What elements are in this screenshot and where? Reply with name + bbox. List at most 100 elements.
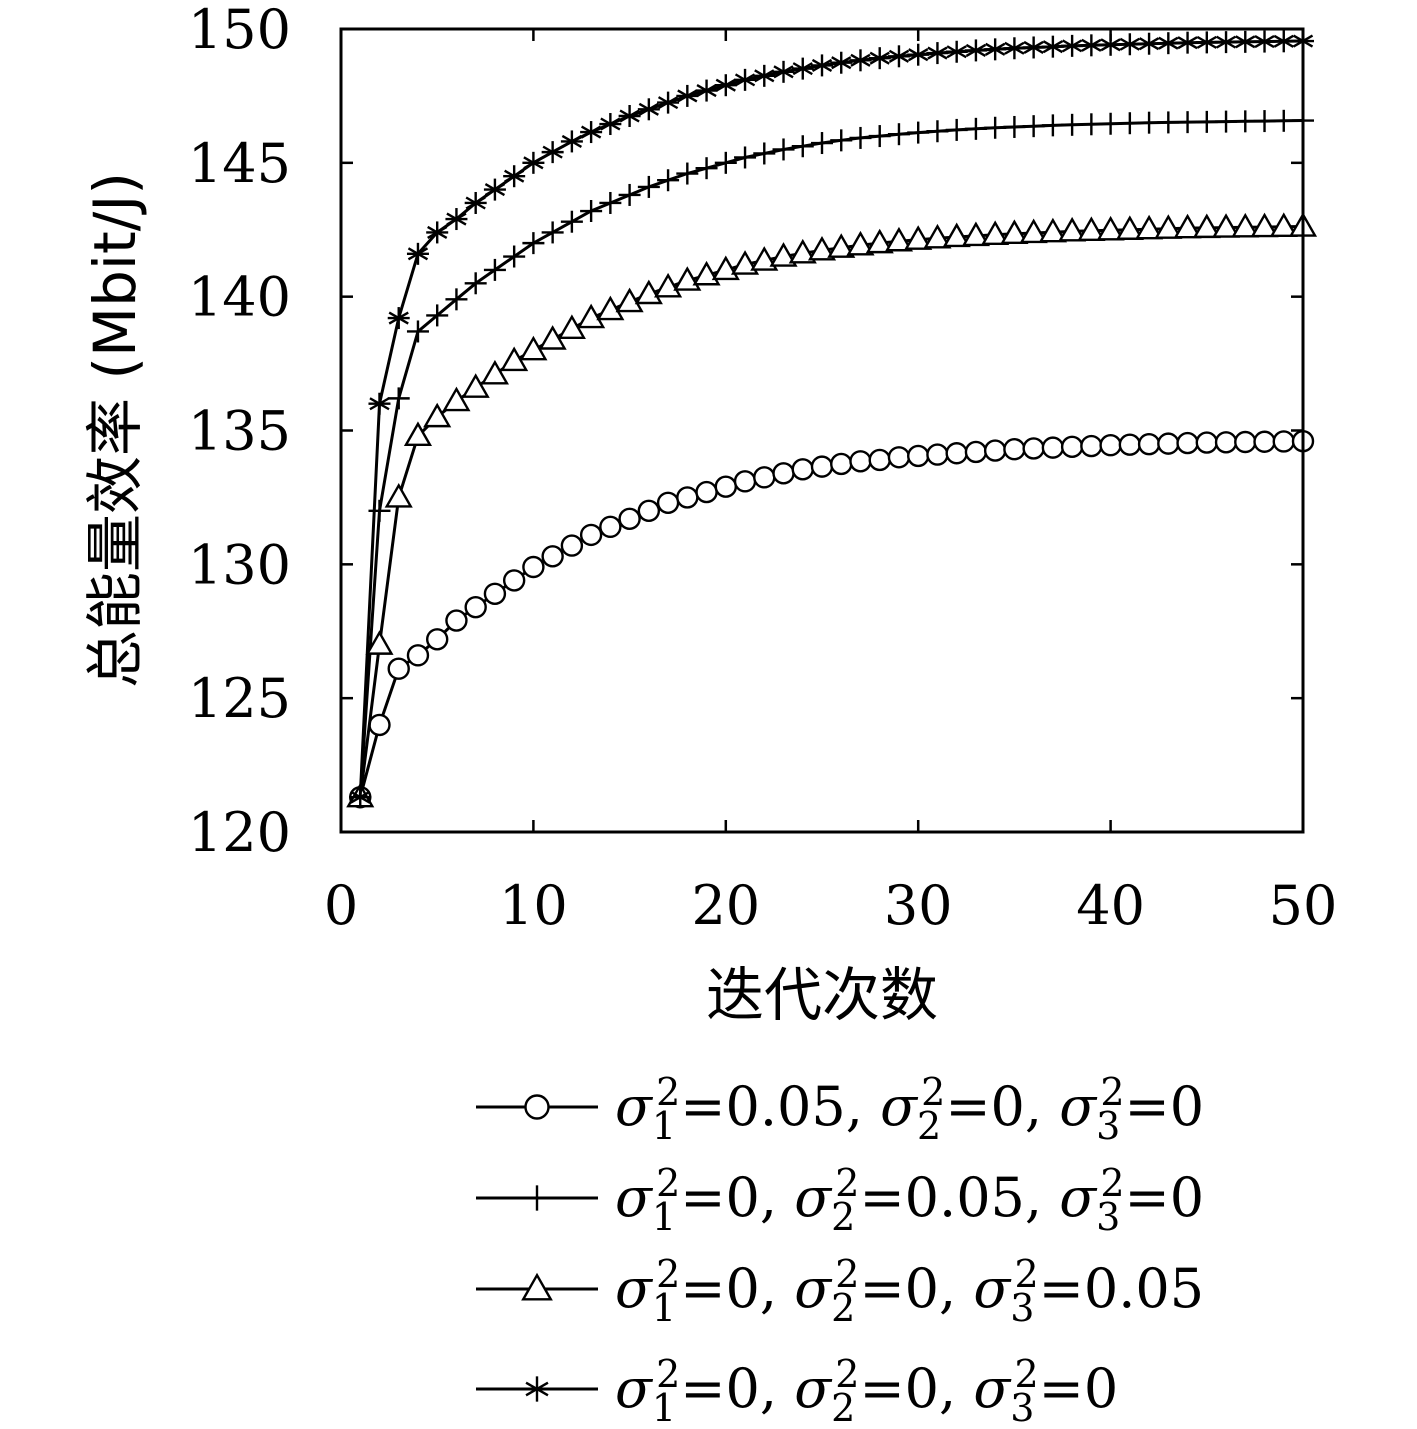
data-point-asterisk	[445, 208, 468, 231]
data-point-asterisk	[1195, 31, 1218, 54]
data-point-plus	[734, 146, 757, 169]
legend-entry-1: σ12=0.05, σ22=0, σ32=0	[476, 1070, 1204, 1148]
data-point-circle	[522, 555, 545, 579]
data-point-asterisk	[811, 54, 833, 77]
x-tick-label: 0	[324, 874, 358, 937]
data-point-plus	[964, 117, 987, 140]
series-1	[349, 430, 1315, 809]
data-point-triangle	[942, 222, 971, 248]
data-point-plus	[1118, 112, 1141, 135]
data-point-plus	[464, 272, 487, 295]
data-point-circle	[618, 507, 641, 531]
data-point-asterisk	[945, 40, 968, 63]
data-point-triangle	[615, 287, 644, 313]
legend-label: σ12=0, σ22=0, σ32=0	[615, 1352, 1118, 1429]
data-point-asterisk	[714, 74, 737, 97]
data-point-plus	[1195, 110, 1218, 133]
data-point-plus	[560, 210, 583, 233]
series-line	[358, 225, 1304, 798]
data-point-asterisk	[580, 121, 603, 144]
data-point-circle	[849, 450, 872, 473]
data-point-circle	[560, 534, 584, 557]
data-point-triangle	[769, 242, 798, 267]
data-point-circle	[676, 486, 699, 509]
data-point-triangle	[750, 246, 779, 271]
x-tick-label: 10	[499, 874, 568, 937]
data-point-asterisk	[753, 64, 776, 87]
data-point-plus	[503, 245, 526, 268]
data-point-circle	[733, 470, 757, 493]
data-point-asterisk	[1272, 30, 1295, 53]
data-point-asterisk	[406, 242, 429, 265]
data-point-plus	[483, 258, 506, 281]
data-point-asterisk	[483, 178, 506, 201]
data-point-triangle	[961, 221, 990, 247]
data-point-plus	[1003, 115, 1026, 138]
data-point-plus	[868, 125, 891, 148]
data-point-triangle	[1077, 216, 1106, 242]
data-point-triangle	[654, 272, 683, 298]
data-point-plus	[1138, 111, 1161, 134]
data-point-circle	[907, 444, 930, 468]
data-point-circle	[1214, 431, 1238, 454]
data-point-circle	[887, 446, 911, 469]
legend-label: σ12=0, σ22=0, σ32=0.05	[615, 1252, 1204, 1330]
data-point-circle	[387, 657, 410, 680]
data-point-circle	[1195, 431, 1219, 454]
data-point-asterisk	[1176, 31, 1199, 54]
data-point-circle	[753, 466, 776, 489]
data-point-plus	[1215, 110, 1238, 133]
data-point-triangle	[981, 220, 1010, 246]
data-point-plus	[984, 116, 1007, 139]
data-point-asterisk	[676, 84, 699, 107]
data-point-triangle	[403, 421, 433, 447]
data-point-triangle	[521, 1272, 553, 1301]
data-point-asterisk	[964, 39, 987, 62]
data-point-asterisk	[599, 113, 622, 136]
data-point-triangle	[904, 225, 933, 250]
y-tick-label: 125	[188, 667, 291, 730]
data-point-asterisk	[637, 98, 660, 121]
data-point-triangle	[1058, 216, 1087, 242]
data-point-asterisk	[1099, 33, 1122, 56]
data-point-circle	[579, 523, 603, 547]
data-point-plus	[599, 191, 622, 214]
data-point-asterisk	[695, 79, 718, 102]
data-point-plus	[1176, 111, 1199, 134]
data-point-asterisk	[907, 43, 930, 66]
series-layer	[346, 30, 1318, 809]
data-point-triangle	[365, 630, 394, 655]
data-point-triangle	[480, 359, 509, 385]
data-point-asterisk	[791, 57, 814, 80]
data-point-asterisk	[1061, 34, 1084, 57]
data-point-plus	[811, 132, 833, 155]
legend-entry-4: σ12=0, σ22=0, σ32=0	[476, 1352, 1118, 1429]
data-point-circle	[868, 448, 891, 472]
data-point-circle	[964, 440, 988, 464]
data-point-asterisk	[560, 130, 583, 153]
data-point-triangle	[442, 386, 471, 412]
data-point-triangle	[788, 238, 817, 264]
data-point-circle	[656, 491, 680, 514]
series-line	[358, 439, 1304, 798]
data-point-triangle	[1115, 215, 1144, 240]
data-point-triangle	[423, 402, 452, 428]
data-point-asterisk	[657, 91, 680, 114]
data-point-asterisk	[984, 38, 1007, 61]
data-point-circle	[1272, 430, 1295, 453]
legend-entry-3: σ12=0, σ22=0, σ32=0.05	[476, 1252, 1204, 1330]
data-point-plus	[945, 118, 968, 141]
data-point-triangle	[865, 228, 894, 254]
data-point-circle	[830, 452, 853, 476]
data-point-asterisk	[541, 141, 564, 164]
y-tick-label: 145	[188, 132, 291, 195]
data-point-circle	[541, 545, 564, 568]
data-point-asterisk	[1157, 32, 1180, 55]
data-point-triangle	[1154, 214, 1183, 239]
data-point-triangle	[596, 295, 625, 321]
data-point-triangle	[1038, 217, 1067, 243]
data-point-triangle	[1192, 213, 1221, 239]
data-point-plus	[1099, 112, 1122, 135]
data-point-circle	[1137, 432, 1161, 456]
